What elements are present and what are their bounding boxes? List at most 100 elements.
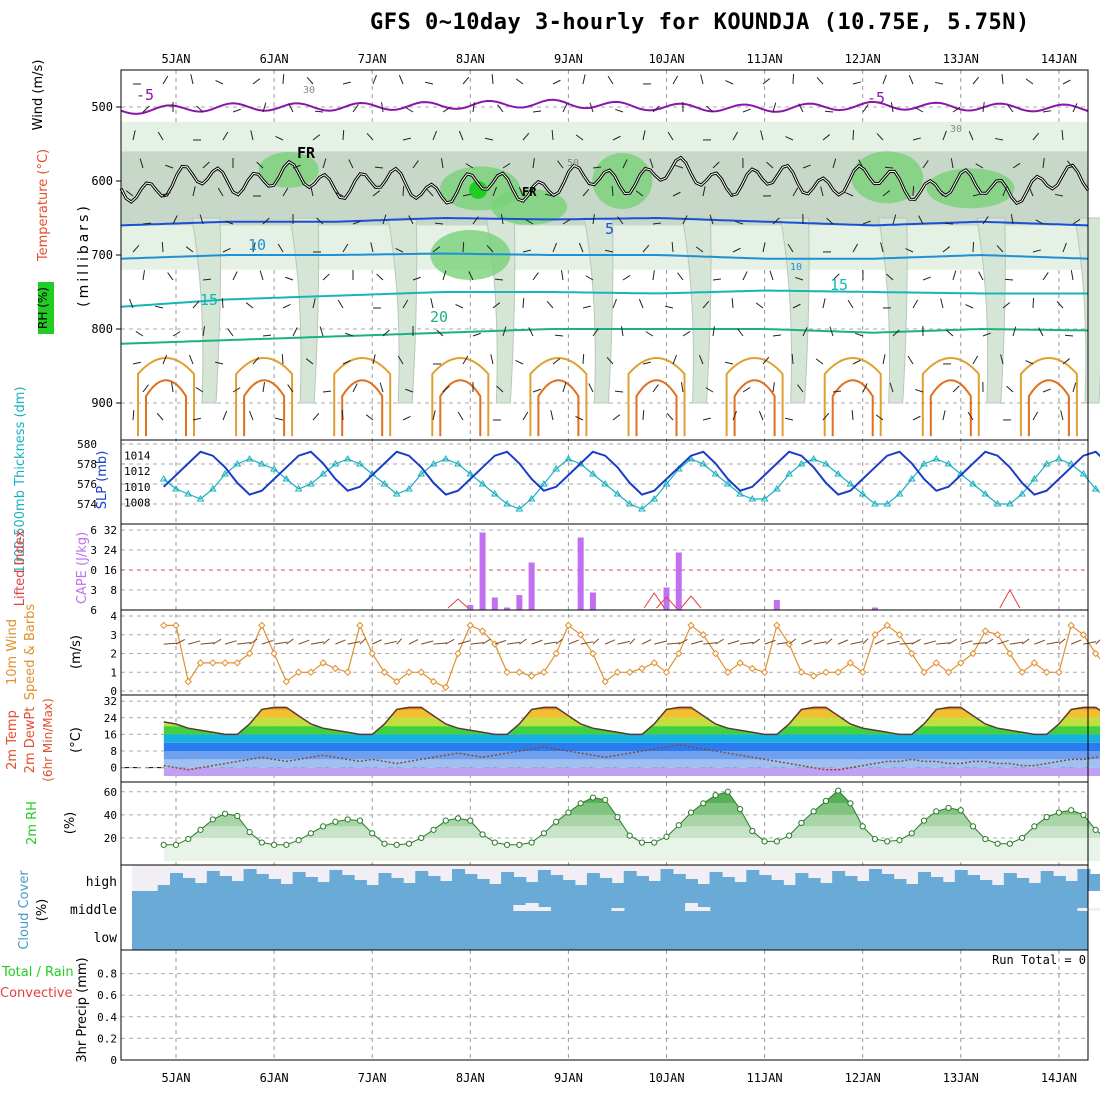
thickness-point	[172, 485, 180, 492]
warm-contour	[137, 357, 195, 437]
wind-speed-point	[638, 664, 646, 673]
wind-barb	[502, 163, 511, 169]
wind-barb	[760, 130, 764, 141]
wind-barb	[890, 102, 894, 113]
wind-speed-point	[601, 677, 609, 686]
wind-barb	[462, 242, 465, 253]
wind-barb	[592, 328, 599, 337]
wind-speed-point	[331, 664, 340, 673]
cloud-high-bar	[206, 871, 220, 891]
rh-point	[221, 810, 229, 817]
isotherm-15	[120, 289, 1088, 308]
wind-barb	[515, 359, 524, 365]
wind-speed-point	[515, 668, 524, 676]
cloud-high-bar	[402, 883, 416, 891]
wind-barb	[342, 359, 351, 365]
wind-speed-point	[662, 668, 671, 676]
wind-barb	[491, 74, 494, 85]
thickness-point	[589, 470, 597, 477]
wind-barb	[312, 134, 321, 141]
thickness-point	[1030, 475, 1039, 482]
wind-barb	[262, 102, 267, 113]
wind-barb	[282, 187, 289, 197]
wind-speed-point	[478, 627, 487, 635]
wind-barb	[614, 390, 624, 393]
wind-barb	[129, 298, 134, 309]
cloud-high-bar	[856, 881, 870, 891]
wind-barb	[202, 161, 210, 169]
wind-barb	[742, 108, 751, 113]
thickness-point	[564, 455, 573, 462]
wind-barb	[552, 79, 561, 85]
thickness-point	[822, 460, 830, 467]
li-line	[656, 596, 677, 609]
wind-speed-point	[184, 677, 192, 686]
wind-barb	[458, 130, 464, 141]
wind-speed-point	[196, 659, 205, 667]
cloud-high-bar	[341, 875, 355, 891]
wind-barb	[1072, 103, 1078, 113]
cloud-high-bar	[243, 869, 257, 891]
wind-barb	[1025, 78, 1034, 85]
temp-tick-label: 32	[104, 695, 117, 708]
wind-speed-point	[944, 668, 953, 676]
wind-barb	[1070, 270, 1074, 281]
wind-barb	[374, 166, 384, 169]
cloud-high-bar	[452, 869, 466, 891]
wind-barb	[968, 130, 974, 141]
wind-barb-10m	[555, 638, 564, 645]
wind-barb	[742, 271, 748, 281]
wind-barb	[785, 417, 794, 421]
rh-peak-marker	[469, 180, 488, 199]
cape-bar	[504, 607, 511, 610]
date-label-top: 11JAN	[747, 52, 783, 66]
wind-barb	[852, 359, 861, 365]
wind-barb	[221, 298, 224, 309]
wind-barb	[402, 137, 411, 141]
wind-speed-point	[1055, 668, 1063, 676]
wind-barb	[822, 134, 831, 141]
wind-barb	[522, 249, 531, 253]
thickness-point	[723, 480, 732, 487]
wind-barb	[171, 382, 174, 393]
thickness-point	[1018, 490, 1026, 497]
cloud-middle-gap	[685, 903, 699, 911]
rh-point	[871, 835, 879, 843]
wind-barb	[342, 130, 345, 141]
rh-point	[810, 808, 817, 815]
wind-barb	[905, 248, 914, 253]
wind-barb	[405, 388, 414, 393]
wind-speed-point	[932, 659, 940, 667]
wind-barb	[742, 387, 751, 393]
wind-barb	[952, 270, 957, 281]
wind-barb	[405, 107, 414, 113]
wind-barb	[550, 410, 554, 421]
wind-barb	[432, 130, 437, 141]
wind-barb	[1032, 132, 1040, 141]
wind-barb	[605, 249, 614, 253]
rh-point	[553, 818, 560, 825]
wind-speed-point	[564, 621, 573, 630]
cloud-high-bar	[979, 880, 993, 891]
wind-barb	[967, 411, 974, 421]
wind-barb	[652, 384, 659, 393]
wind-barb	[314, 110, 324, 113]
cloud-high-bar	[304, 877, 318, 891]
cloud-high-bar	[1040, 871, 1054, 891]
wind-barb	[826, 217, 834, 225]
wind-barb-10m	[641, 639, 652, 645]
rh-point	[577, 800, 584, 807]
cloud-middle-gap	[1089, 908, 1100, 911]
wind-barb	[816, 77, 824, 85]
wind-barb-10m	[1046, 641, 1060, 645]
cloud-high-bar	[697, 884, 711, 891]
precip-tick-label: 0.2	[97, 1032, 117, 1045]
wind-barb	[532, 158, 535, 169]
thickness-point	[527, 495, 536, 502]
cape-bar	[871, 607, 878, 610]
warm-contour	[145, 379, 187, 437]
wind-barb	[882, 74, 887, 85]
wind-barb-10m	[310, 641, 324, 645]
wind-barb	[442, 270, 447, 281]
rh-point	[1043, 814, 1050, 821]
